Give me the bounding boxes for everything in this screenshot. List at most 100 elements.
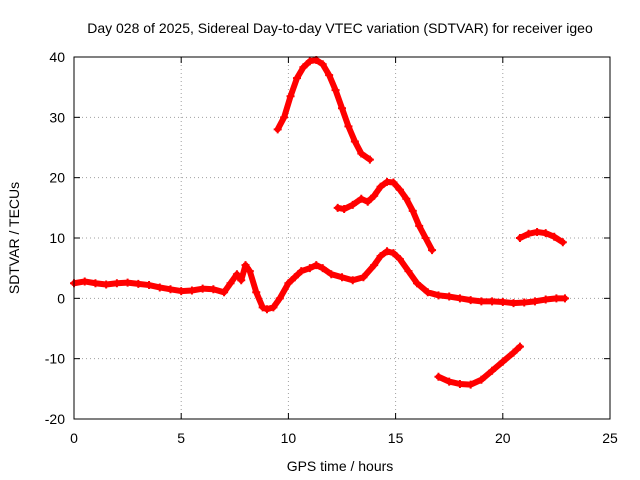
- data-point-marker: [402, 194, 411, 203]
- data-point-marker: [245, 267, 254, 276]
- data-point-marker: [112, 279, 121, 288]
- data-point-marker: [370, 191, 379, 200]
- grid: [74, 57, 610, 419]
- data-point-marker: [198, 284, 207, 293]
- series-track-2: [273, 56, 374, 164]
- data-point-marker: [415, 221, 424, 230]
- data-point-marker: [299, 63, 308, 72]
- data-point-marker: [498, 357, 507, 366]
- data-point-marker: [404, 267, 413, 276]
- data-point-marker: [102, 280, 111, 289]
- data-point-marker: [423, 288, 432, 297]
- data-point-marker: [269, 303, 278, 312]
- y-tick-label: 20: [49, 170, 65, 186]
- data-point-marker: [395, 255, 404, 264]
- x-tick-label: 5: [177, 430, 185, 446]
- data-point-marker: [434, 291, 443, 300]
- data-point-marker: [515, 234, 524, 242]
- y-tick-label: 30: [49, 109, 65, 125]
- data-point-marker: [395, 185, 404, 194]
- data-point-marker: [552, 294, 561, 303]
- axis-ticks: 0 5 10 15 20 25 -20 -10 0 10 20 30 40: [45, 49, 618, 446]
- data-point-marker: [455, 294, 464, 303]
- data-point-marker: [275, 294, 284, 303]
- data-point-marker: [338, 104, 346, 113]
- data-point-marker: [258, 303, 267, 312]
- data-point-marker: [466, 296, 475, 305]
- data-point-marker: [421, 234, 430, 242]
- data-point-marker: [338, 273, 346, 282]
- data-point-marker: [558, 238, 567, 247]
- data-point-marker: [389, 178, 398, 187]
- data-point-marker: [344, 122, 353, 131]
- x-tick-label: 10: [281, 430, 297, 446]
- data-series: [70, 56, 569, 389]
- data-point-marker: [297, 267, 306, 276]
- data-point-marker: [252, 288, 261, 297]
- y-axis-title: SDTVAR / TECUs: [6, 182, 22, 294]
- x-tick-label: 0: [70, 430, 78, 446]
- data-point-marker: [488, 297, 497, 306]
- data-point-marker: [318, 60, 327, 69]
- data-point-marker: [237, 276, 246, 285]
- data-point-marker: [348, 200, 357, 209]
- data-point-marker: [530, 297, 539, 306]
- data-point-marker: [357, 149, 366, 158]
- data-point-marker: [350, 137, 359, 146]
- data-point-marker: [533, 227, 542, 236]
- data-point-marker: [389, 249, 398, 258]
- data-point-marker: [541, 295, 550, 304]
- data-point-marker: [363, 197, 372, 206]
- data-point-marker: [434, 372, 443, 381]
- y-tick-label: 40: [49, 49, 65, 65]
- series-track-5: [515, 227, 567, 247]
- x-tick-label: 20: [495, 430, 511, 446]
- y-tick-label: 10: [49, 230, 65, 246]
- data-point-marker: [524, 229, 533, 238]
- series-line: [334, 178, 436, 254]
- data-point-marker: [477, 297, 486, 306]
- data-point-marker: [357, 194, 366, 203]
- data-point-marker: [466, 380, 475, 389]
- data-point-marker: [91, 279, 100, 288]
- chart-title: Day 028 of 2025, Sidereal Day-to-day VTE…: [87, 20, 593, 36]
- data-point-marker: [273, 125, 282, 134]
- data-point-marker: [318, 264, 327, 273]
- data-point-marker: [134, 279, 143, 288]
- data-point-marker: [262, 305, 271, 314]
- data-point-marker: [292, 74, 301, 83]
- data-point-marker: [80, 277, 89, 286]
- data-point-marker: [550, 232, 559, 241]
- data-point-marker: [312, 261, 321, 270]
- data-point-marker: [177, 287, 186, 296]
- data-point-marker: [340, 205, 349, 214]
- y-tick-label: -20: [45, 411, 65, 427]
- data-point-marker: [455, 380, 464, 389]
- data-point-marker: [123, 278, 132, 287]
- data-point-marker: [428, 246, 437, 255]
- data-point-marker: [370, 261, 379, 270]
- data-point-marker: [325, 71, 334, 80]
- data-point-marker: [327, 270, 336, 279]
- x-tick-label: 25: [602, 430, 618, 446]
- data-point-marker: [166, 285, 175, 294]
- data-point-marker: [226, 279, 235, 288]
- data-point-marker: [280, 113, 289, 122]
- data-point-marker: [232, 270, 241, 279]
- data-point-marker: [331, 86, 340, 95]
- data-point-marker: [365, 155, 374, 164]
- series-track-4: [434, 342, 524, 389]
- data-point-marker: [333, 203, 342, 212]
- data-point-marker: [509, 348, 518, 357]
- data-point-marker: [445, 292, 454, 301]
- data-point-marker: [290, 273, 299, 282]
- series-track-1: [70, 247, 569, 314]
- data-point-marker: [187, 286, 196, 295]
- y-tick-label: 0: [57, 290, 65, 306]
- data-point-marker: [560, 294, 569, 303]
- data-point-marker: [509, 299, 518, 308]
- x-tick-label: 15: [388, 430, 404, 446]
- series-line: [274, 57, 373, 163]
- data-point-marker: [286, 92, 295, 101]
